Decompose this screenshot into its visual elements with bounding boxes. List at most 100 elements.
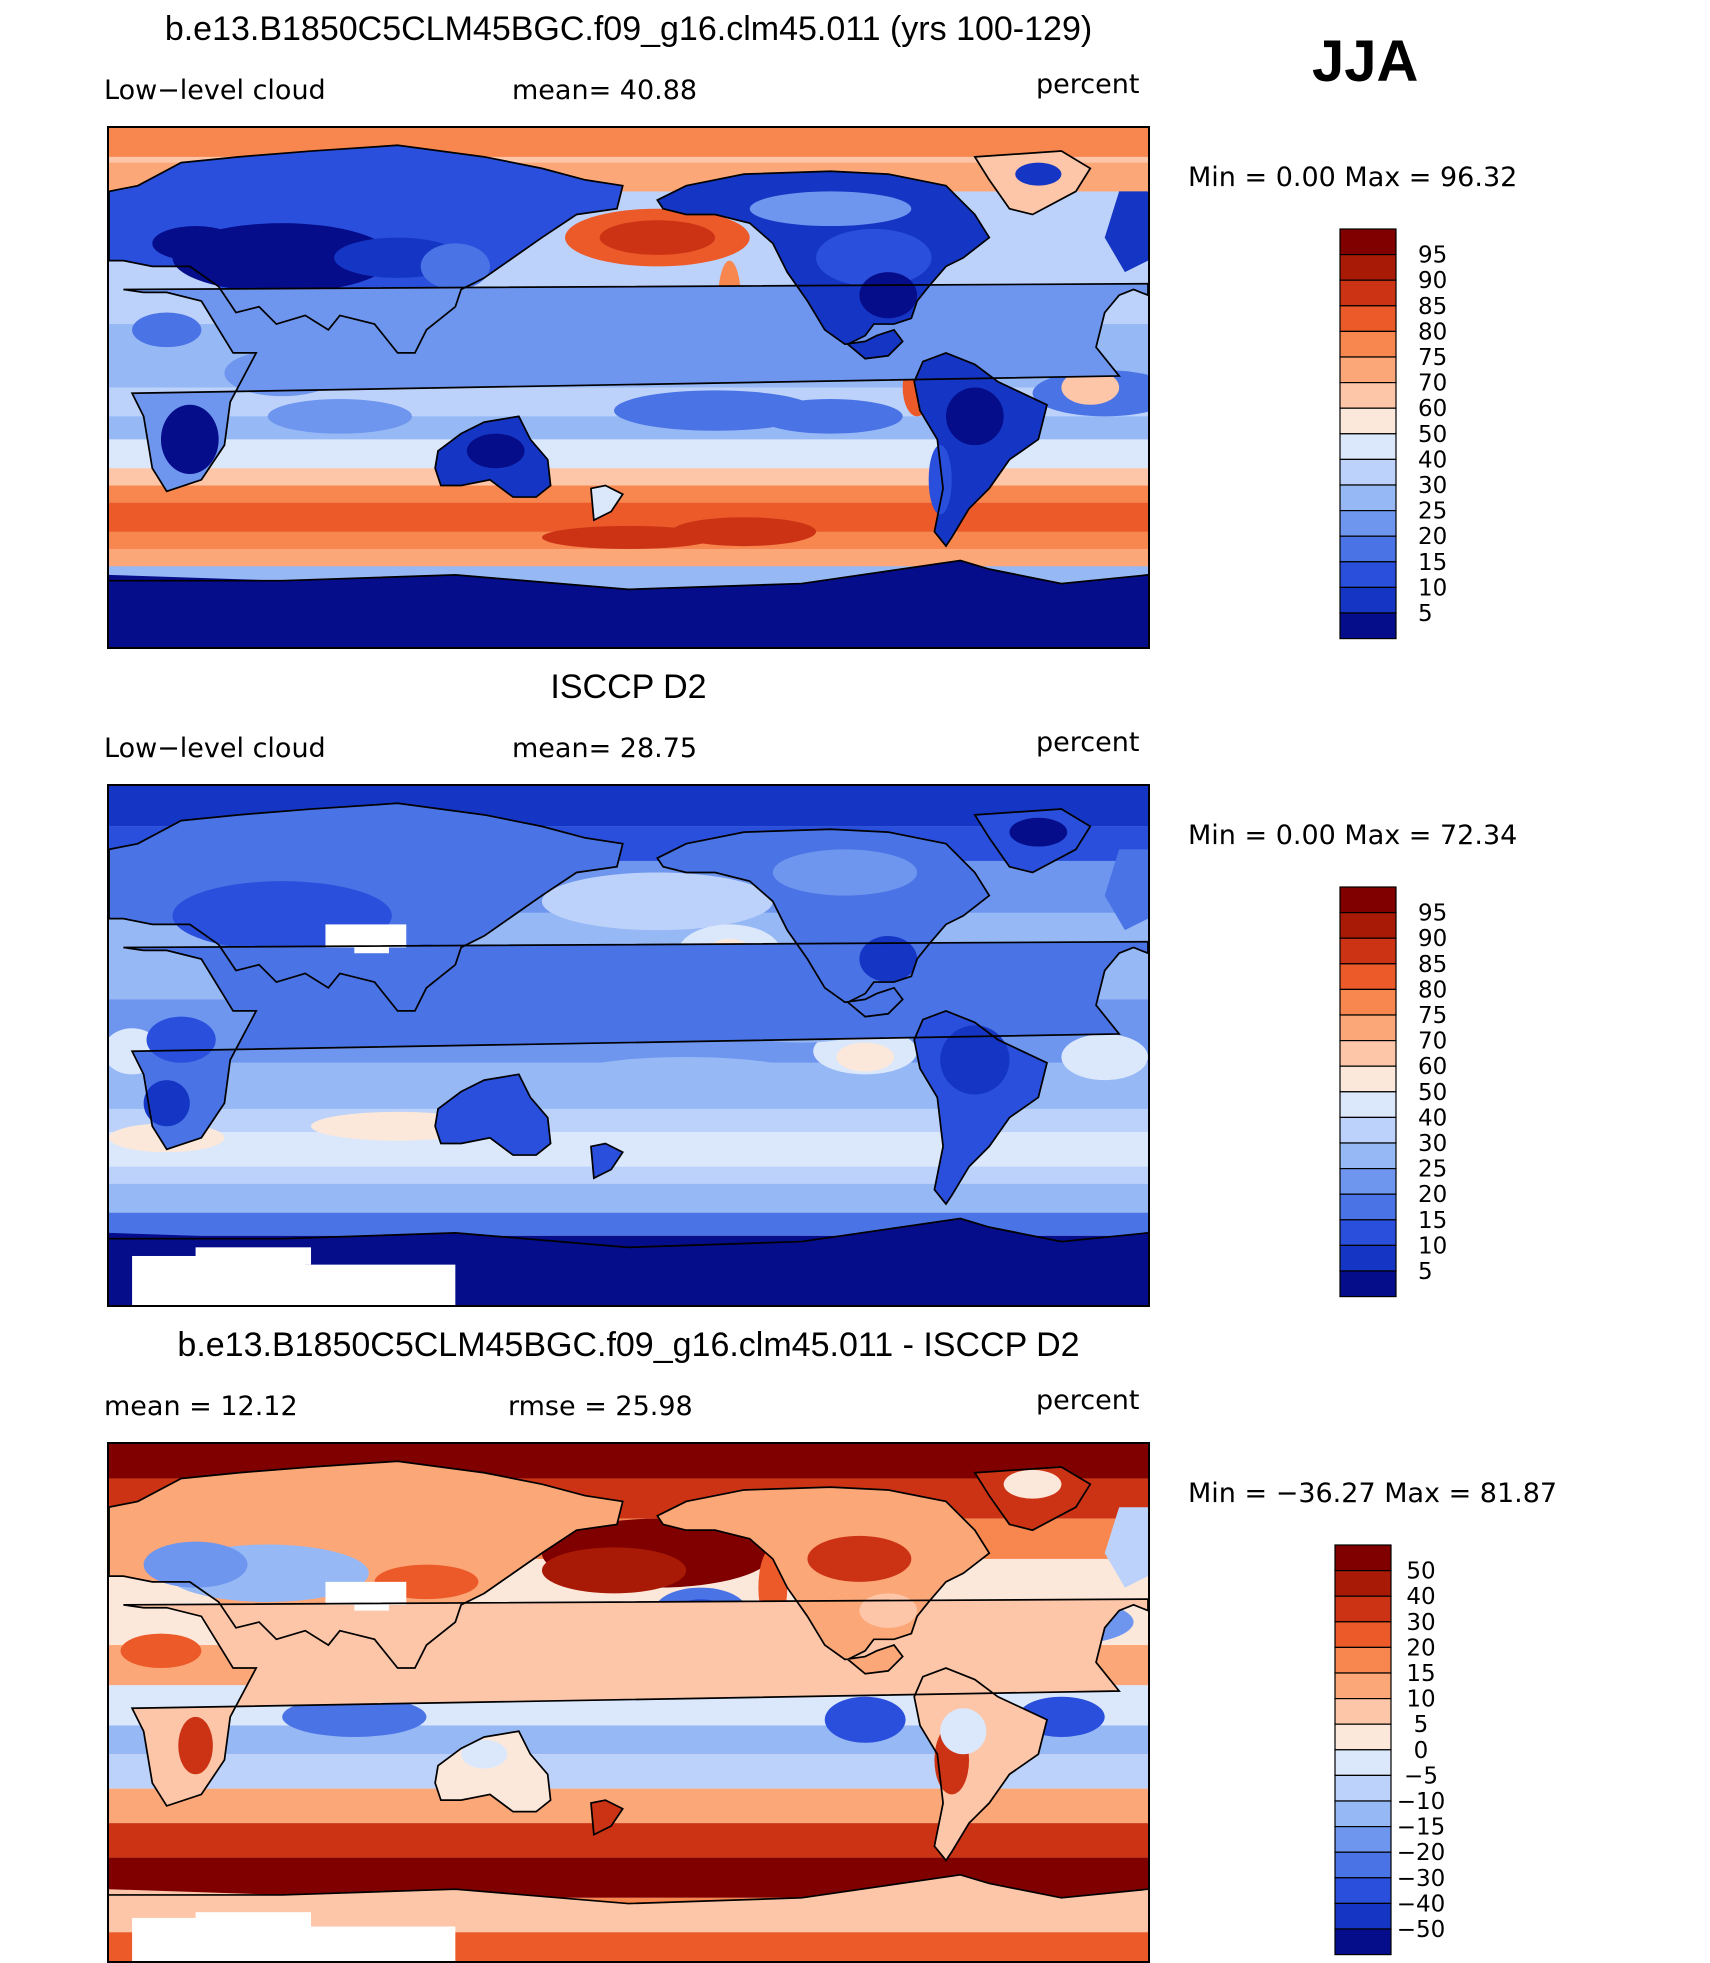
colorbar-swatch: [1339, 254, 1397, 281]
panel-2-variable-label: Low−level cloud: [104, 733, 326, 764]
colorbar-tick-label: 85: [1418, 294, 1447, 320]
colorbar-tick-label: −10: [1397, 1789, 1446, 1815]
missing-data-region: [195, 1247, 312, 1265]
colorbar-swatch: [1334, 1544, 1392, 1572]
contour-region: [772, 849, 918, 896]
panel-1-map-canvas: [109, 128, 1148, 647]
panel-1-variable-label: Low−level cloud: [104, 75, 326, 106]
colorbar-swatch: [1339, 330, 1397, 358]
colorbar-tick-label: 15: [1418, 1208, 1447, 1234]
panel-1-units-label: percent: [1036, 69, 1140, 100]
colorbar-tick-label: 30: [1418, 1131, 1447, 1157]
panel-2-title: ISCCP D2: [550, 668, 707, 706]
colorbar-swatch: [1339, 484, 1397, 512]
panel-2-mean-label: mean= 28.75: [512, 733, 698, 764]
panel-1-colorbar: 95 90 85 80 75 70 60 50 40 30 25 20 15 10 5: [1338, 227, 1478, 640]
colorbar-swatch: [1339, 1014, 1397, 1042]
panel-3-map-canvas: [109, 1444, 1148, 1961]
panel-1-title: b.e13.B1850C5CLM45BGC.f09_g16.clm45.011 …: [164, 10, 1093, 48]
coastline-samerica: [913, 1009, 1048, 1206]
contour-region: [570, 1057, 802, 1092]
colorbar-swatch: [1334, 1723, 1392, 1751]
panel-3-minmax: Min = −36.27 Max = 81.87: [1188, 1478, 1558, 1509]
panel-3-rmse-label: rmse = 25.98: [508, 1391, 693, 1422]
colorbar-tick-label: 70: [1418, 1029, 1447, 1055]
colorbar-tick-label: 25: [1418, 1157, 1447, 1183]
contour-band: [109, 589, 1148, 647]
contour-region: [435, 1074, 551, 1156]
colorbar-swatch: [1339, 510, 1397, 537]
contour-region: [657, 1487, 990, 1674]
missing-data-region: [195, 1912, 312, 1930]
map-field: [109, 1444, 1148, 1961]
contour-region: [267, 399, 413, 434]
colorbar-swatch: [1334, 1621, 1392, 1649]
coastline-africa: [123, 1598, 1148, 1807]
contour-region: [1003, 1469, 1062, 1499]
coastlines: [109, 802, 1148, 1249]
colorbar-swatch: [1339, 1142, 1397, 1170]
colorbar-tick-label: 5: [1418, 601, 1433, 627]
colorbar-swatch: [1339, 1168, 1397, 1195]
contour-region: [132, 312, 202, 348]
colorbar-tick-label: 75: [1418, 345, 1447, 371]
contour-region: [590, 1800, 623, 1835]
colorbar-tick-label: 30: [1418, 473, 1447, 499]
colorbar-tick-label: 10: [1418, 1233, 1447, 1259]
colorbar-swatch: [1339, 586, 1397, 614]
panel-1-minmax: Min = 0.00 Max = 96.32: [1188, 162, 1518, 193]
coastline-namerica: [656, 828, 991, 1018]
contour-region: [1015, 162, 1062, 186]
contour-region: [143, 1080, 190, 1127]
missing-data-region: [354, 1599, 389, 1611]
contour-region: [599, 220, 716, 255]
colorbar-tick-label: 95: [1418, 243, 1447, 269]
coastline-antarctica: [109, 1873, 1148, 1905]
colorbar-tick-label: 40: [1406, 1584, 1435, 1610]
colorbar-tick-label: 15: [1406, 1661, 1435, 1687]
panel-3-units-label: percent: [1036, 1385, 1140, 1416]
contour-region: [461, 1739, 508, 1769]
contour-region: [836, 1042, 895, 1072]
coastline-eurasia: [109, 144, 624, 354]
colorbar-swatch: [1339, 279, 1397, 307]
panel-1-mean-label: mean= 40.88: [512, 75, 698, 106]
colorbar-swatch: [1339, 612, 1397, 640]
contour-region: [466, 433, 525, 469]
contour-region: [420, 243, 490, 290]
colorbar-swatch: [1334, 1826, 1392, 1853]
colorbar-tick-label: 90: [1418, 926, 1447, 952]
contour-region: [541, 1547, 687, 1594]
colorbar-swatch: [1334, 1877, 1392, 1904]
colorbar-tick-label: 30: [1406, 1610, 1435, 1636]
colorbar-tick-label: 80: [1418, 977, 1447, 1003]
coastline-greenland: [973, 150, 1092, 216]
contour-region: [160, 404, 219, 474]
contour-region: [143, 1541, 248, 1588]
coastline-australia: [434, 1073, 552, 1156]
missing-data-region: [282, 1926, 456, 1961]
coastline-eurasia: [109, 1460, 624, 1669]
colorbar-tick-label: 75: [1418, 1003, 1447, 1029]
coastlines: [109, 144, 1148, 591]
colorbar-swatch: [1339, 937, 1397, 965]
contour-region: [541, 872, 773, 931]
colorbar-tick-label: 5: [1414, 1712, 1429, 1738]
contour-region: [120, 1633, 202, 1669]
colorbar-tick-label: −50: [1397, 1917, 1446, 1943]
colorbar-tick-label: 25: [1418, 499, 1447, 525]
colorbar-swatch: [1339, 1193, 1397, 1221]
contour-region: [807, 1535, 912, 1582]
contour-region: [1009, 817, 1068, 847]
colorbar-tick-label: 80: [1418, 319, 1447, 345]
contour-region: [816, 228, 932, 287]
colorbar-tick-label: 20: [1418, 524, 1447, 550]
colorbar-tick-label: 15: [1418, 550, 1447, 576]
coastline-nz: [590, 484, 624, 522]
panel-2-minmax: Min = 0.00 Max = 72.34: [1188, 820, 1518, 851]
colorbar-swatch: [1334, 1774, 1392, 1802]
colorbar-tick-label: 50: [1418, 1080, 1447, 1106]
colorbar-swatch: [1339, 407, 1397, 435]
panel-2-colorbar: 95 90 85 80 75 70 60 50 40 30 25 20 15 10 5: [1338, 885, 1478, 1298]
colorbar-swatch: [1334, 1570, 1392, 1597]
